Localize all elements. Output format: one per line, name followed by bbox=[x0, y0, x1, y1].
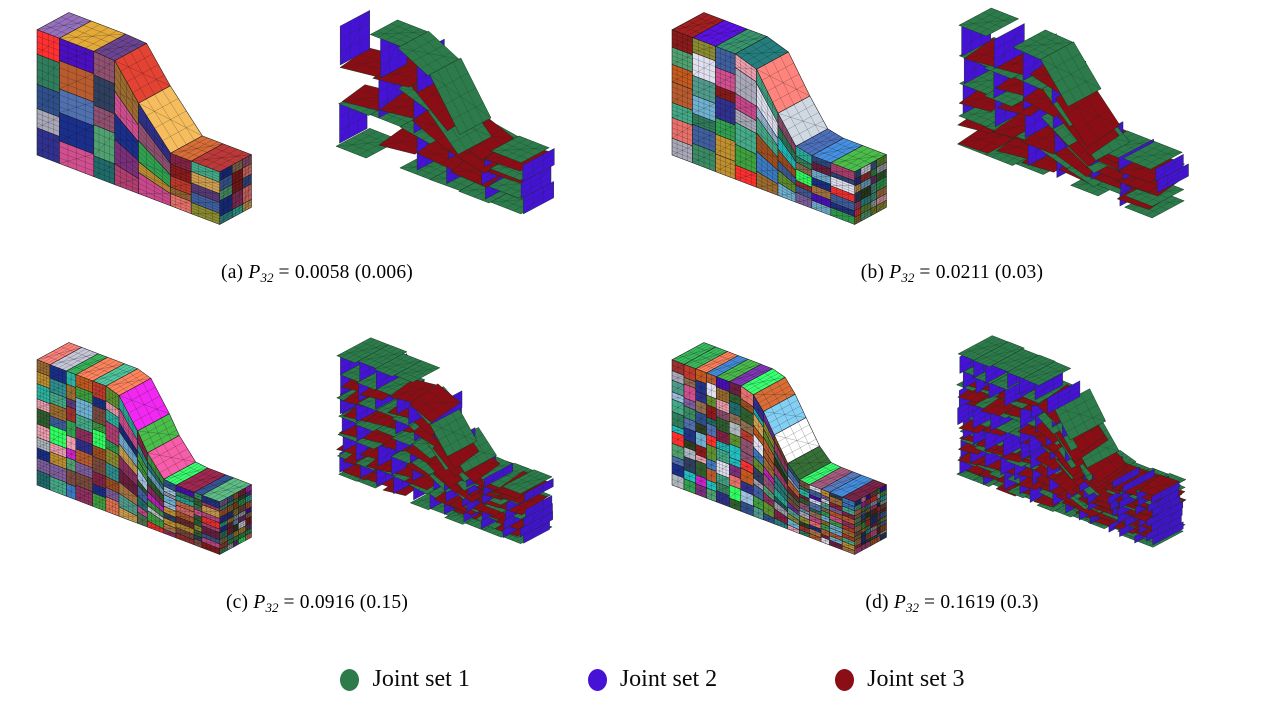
panel-b: (b) P32 = 0.0211 (0.03) bbox=[635, 0, 1269, 320]
caption-a: (a) P32 = 0.0058 (0.006) bbox=[0, 262, 634, 286]
joint-network-a bbox=[330, 0, 630, 265]
caption-b-label: (b) bbox=[860, 262, 885, 283]
legend-item-joint-set-1: Joint set 1 bbox=[340, 666, 470, 693]
caption-a-subscript: 32 bbox=[260, 270, 274, 286]
caption-b: (b) P32 = 0.0211 (0.03) bbox=[635, 262, 1269, 286]
caption-c-value: 0.0916 bbox=[299, 592, 355, 613]
legend-label-joint-set-1: Joint set 1 bbox=[372, 666, 470, 692]
caption-d-value: 0.1619 bbox=[940, 592, 996, 613]
legend-item-joint-set-2: Joint set 2 bbox=[587, 666, 718, 693]
panel-b-models bbox=[635, 0, 1269, 265]
legend-marker-icon-joint-set-2 bbox=[587, 668, 607, 691]
caption-b-value: 0.0211 bbox=[935, 262, 990, 283]
caption-c-label: (c) bbox=[225, 592, 249, 613]
panel-a: (a) P32 = 0.0058 (0.006) bbox=[0, 0, 634, 320]
legend-label-joint-set-3: Joint set 3 bbox=[867, 666, 965, 692]
caption-c-equals: = bbox=[283, 592, 295, 613]
caption-a-target: (0.006) bbox=[354, 262, 413, 283]
caption-c: (c) P32 = 0.0916 (0.15) bbox=[0, 592, 634, 616]
joint-network-b bbox=[950, 0, 1269, 265]
caption-b-target: (0.03) bbox=[994, 262, 1044, 283]
legend: Joint set 1 Joint set 2 Joint set 3 bbox=[0, 652, 1269, 707]
joint-network-d bbox=[950, 330, 1269, 595]
blocky-rock-mass-d bbox=[639, 330, 969, 595]
caption-d: (d) P32 = 0.1619 (0.3) bbox=[635, 592, 1269, 616]
caption-a-equals: = bbox=[278, 262, 290, 283]
caption-d-subscript: 32 bbox=[905, 600, 919, 616]
blocky-rock-mass-b bbox=[639, 0, 969, 265]
caption-b-symbol: P bbox=[889, 262, 902, 283]
panel-d-models bbox=[635, 330, 1269, 595]
legend-item-joint-set-3: Joint set 3 bbox=[835, 666, 965, 693]
caption-c-target: (0.15) bbox=[359, 592, 409, 613]
caption-b-subscript: 32 bbox=[901, 270, 915, 286]
legend-items: Joint set 1 Joint set 2 Joint set 3 bbox=[304, 666, 965, 693]
panel-c: (c) P32 = 0.0916 (0.15) bbox=[0, 330, 634, 650]
caption-a-value: 0.0058 bbox=[294, 262, 350, 283]
caption-d-symbol: P bbox=[893, 592, 906, 613]
blocky-rock-mass-a bbox=[4, 0, 334, 265]
blocky-rock-mass-c bbox=[4, 330, 334, 595]
caption-d-label: (d) bbox=[865, 592, 889, 613]
caption-c-symbol: P bbox=[253, 592, 266, 613]
legend-marker-icon-joint-set-3 bbox=[835, 668, 855, 691]
caption-b-equals: = bbox=[919, 262, 931, 283]
caption-d-equals: = bbox=[924, 592, 936, 613]
panel-c-models bbox=[0, 330, 634, 595]
panel-a-models bbox=[0, 0, 634, 265]
caption-a-label: (a) bbox=[221, 262, 244, 283]
legend-marker-icon-joint-set-1 bbox=[340, 668, 360, 691]
caption-d-target: (0.3) bbox=[1000, 592, 1039, 613]
panel-d: (d) P32 = 0.1619 (0.3) bbox=[635, 330, 1269, 650]
legend-label-joint-set-2: Joint set 2 bbox=[619, 666, 718, 692]
caption-c-subscript: 32 bbox=[265, 600, 279, 616]
caption-a-symbol: P bbox=[248, 262, 261, 283]
joint-network-c bbox=[330, 330, 630, 595]
